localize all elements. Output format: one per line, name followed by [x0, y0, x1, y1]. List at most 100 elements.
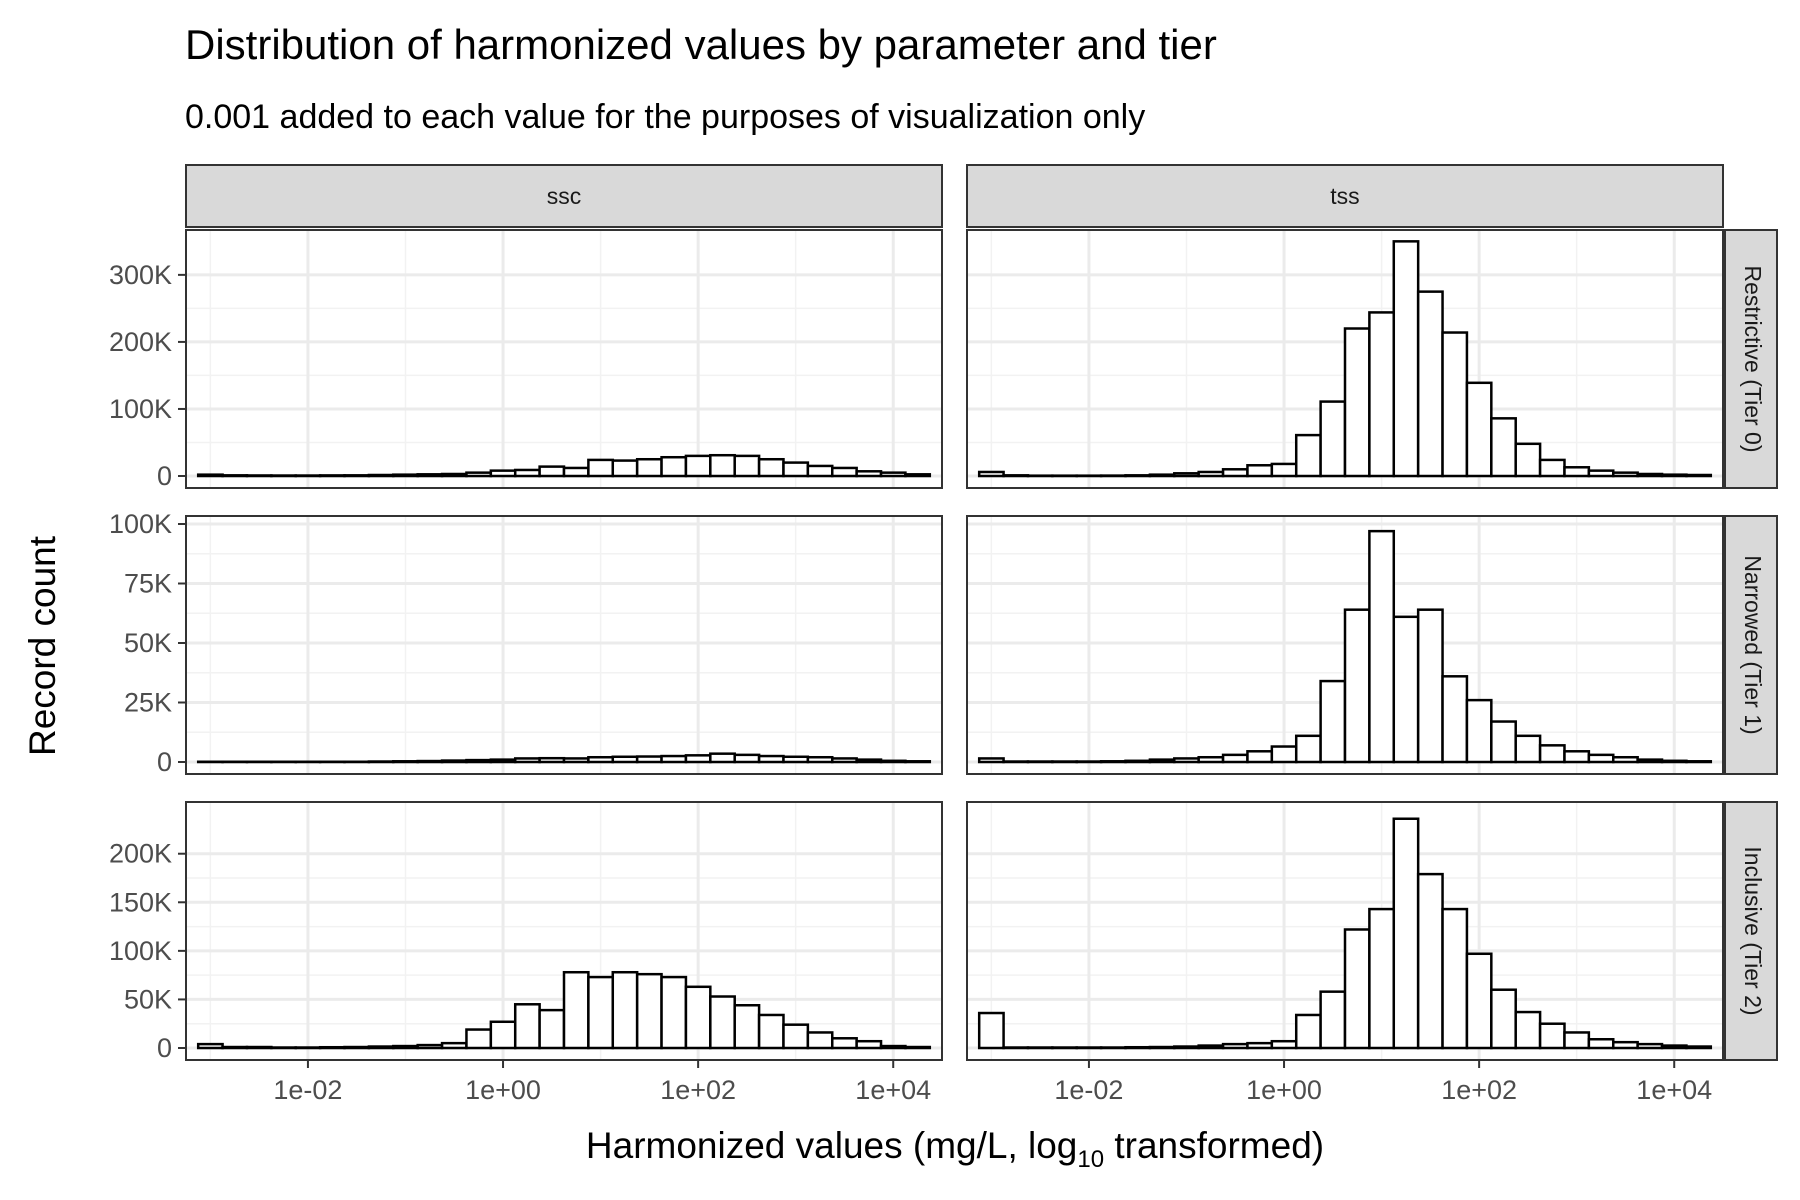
panel-border-tss-tier-1 [966, 515, 1724, 775]
histogram-bar [416, 1043, 444, 1050]
chart-subtitle: 0.001 added to each value for the purpos… [185, 98, 1145, 136]
x-axis-title-subscript: 10 [1077, 1146, 1104, 1173]
row-strip-tier-1 [1724, 515, 1778, 775]
histogram-bar [562, 757, 590, 764]
x-tick-label: 1e+04 [855, 1075, 931, 1105]
histogram-bar [1636, 1042, 1664, 1050]
histogram-bar [1368, 529, 1396, 764]
histogram-bar [489, 469, 517, 478]
histogram-bar [465, 758, 493, 764]
histogram-bar [1514, 442, 1542, 478]
histogram-bar [489, 1020, 517, 1050]
x-tick-label: 1e+04 [1636, 1075, 1712, 1105]
histogram-bar [538, 1008, 566, 1050]
histogram-bar [1270, 462, 1298, 478]
histogram-bar [660, 975, 688, 1050]
histogram-bar [782, 1023, 810, 1050]
histogram-bar [587, 755, 615, 764]
histogram-bar [465, 1028, 493, 1050]
histogram-bar [1587, 1038, 1615, 1050]
histogram-bar [1319, 990, 1347, 1050]
histogram-bar [1490, 988, 1517, 1050]
histogram-bar [1221, 468, 1249, 478]
histogram-bar [343, 1045, 371, 1050]
histogram-bar [733, 454, 761, 478]
histogram-bar [757, 754, 785, 764]
histogram-bar [367, 473, 395, 478]
histogram-bar [1270, 1039, 1298, 1050]
histogram-bar [416, 473, 444, 478]
x-tick-label: 1e-02 [1054, 1075, 1123, 1105]
histogram-bar [1246, 750, 1274, 764]
histogram-bar [635, 972, 663, 1050]
histogram-bar [513, 757, 541, 764]
histogram-bar [733, 1004, 761, 1050]
histogram-bar [879, 1044, 907, 1050]
histogram-bar [221, 474, 249, 478]
y-tick-label: 50K [124, 984, 172, 1014]
histogram-bar [1368, 907, 1396, 1050]
chart-title: Distribution of harmonized values by par… [185, 21, 1217, 68]
strip-label-tss: tss [1330, 183, 1359, 209]
histogram-bar [392, 760, 419, 764]
histogram-bar [1465, 698, 1493, 764]
histogram-bar [440, 1041, 468, 1050]
panel-border-ssc-tier-0 [185, 229, 943, 489]
histogram-bar [440, 472, 468, 478]
y-tick-label: 200K [109, 839, 172, 869]
histogram-bar [806, 755, 834, 764]
x-axis-title-main: Harmonized values (mg/L, log [586, 1125, 1078, 1166]
histogram-bar [1416, 608, 1444, 764]
y-tick-label: 150K [109, 887, 172, 917]
histogram-bar [831, 757, 858, 764]
histogram-bar [831, 466, 858, 478]
histogram-bar [1148, 758, 1176, 764]
histogram-bar [1343, 928, 1371, 1050]
histogram-bar [855, 758, 883, 764]
histogram-bar [1416, 290, 1444, 478]
histogram-bar [1636, 472, 1664, 478]
histogram-bar [1002, 474, 1030, 478]
x-tick-label: 1e-02 [273, 1075, 342, 1105]
histogram-bar [392, 473, 419, 478]
histogram-bar [1124, 474, 1152, 478]
y-tick-label: 50K [124, 628, 172, 658]
histogram-bar [611, 459, 639, 478]
histogram-bar [1343, 608, 1371, 764]
histogram-bar [538, 465, 566, 478]
histogram-bar [1660, 473, 1688, 478]
histogram-bar [1124, 1045, 1152, 1050]
histogram-bar [977, 757, 1005, 764]
histogram-bar [879, 759, 907, 764]
x-tick-label: 1e+02 [1441, 1075, 1517, 1105]
histogram-bar [562, 466, 590, 478]
histogram-bar [1343, 327, 1371, 478]
histogram-bar [318, 1045, 346, 1050]
histogram-bar [1538, 1022, 1566, 1050]
histogram-bar [684, 985, 712, 1050]
x-tick-label: 1e+02 [660, 1075, 736, 1105]
y-tick-label: 300K [109, 260, 172, 290]
histogram-bar [1612, 471, 1639, 478]
histogram-bar [660, 455, 688, 478]
histogram-bar [367, 1045, 395, 1050]
histogram-bar [1490, 417, 1517, 478]
histogram-bar [904, 760, 932, 764]
y-tick-label: 200K [109, 327, 172, 357]
histogram-bar [221, 1045, 249, 1050]
histogram-bar [1148, 1045, 1176, 1050]
histogram-bar [1416, 872, 1444, 1050]
y-tick-label: 0 [157, 1033, 172, 1063]
panel-border-tss-tier-0 [966, 229, 1724, 489]
histogram-bar [416, 759, 444, 764]
histogram-bar [343, 474, 371, 478]
histogram-bar [1660, 1044, 1688, 1050]
histogram-bar [1246, 1041, 1274, 1050]
x-tick-label: 1e+00 [1246, 1075, 1322, 1105]
histogram-bar [1465, 381, 1493, 478]
histogram-bar [855, 470, 883, 478]
histogram-bar [1294, 734, 1322, 764]
panel-background-ssc-tier-1 [186, 516, 942, 774]
histogram-bar [392, 1044, 419, 1050]
